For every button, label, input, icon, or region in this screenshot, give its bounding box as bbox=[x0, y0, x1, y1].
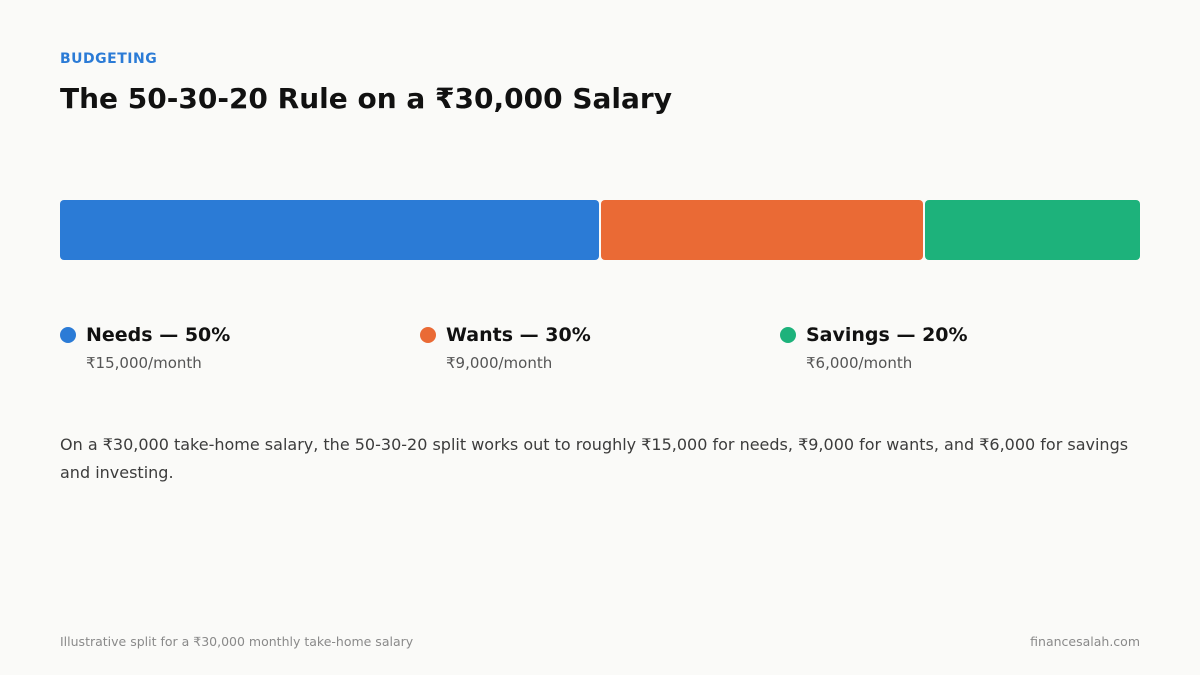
description-paragraph: On a ₹30,000 take-home salary, the 50-30… bbox=[60, 435, 1129, 482]
page-title: The 50-30-20 Rule on a ₹30,000 Salary bbox=[60, 82, 672, 115]
legend-amount-needs: ₹15,000/month bbox=[86, 354, 202, 372]
legend-dot-wants bbox=[420, 327, 436, 343]
legend-label-needs: Needs — 50% bbox=[86, 324, 231, 346]
footer-note: Illustrative split for a ₹30,000 monthly… bbox=[60, 634, 414, 649]
bar-segment-wants bbox=[601, 200, 923, 260]
legend-label-savings: Savings — 20% bbox=[806, 324, 968, 346]
legend-dot-needs bbox=[60, 327, 76, 343]
legend-amount-savings: ₹6,000/month bbox=[806, 354, 913, 372]
bar-segment-needs bbox=[60, 200, 599, 260]
bar-segment-savings bbox=[925, 200, 1140, 260]
legend-dot-savings bbox=[780, 327, 796, 343]
footer-source: financesalah.com bbox=[1030, 634, 1140, 649]
stacked-bar-chart bbox=[60, 200, 1140, 260]
legend-amount-wants: ₹9,000/month bbox=[446, 354, 553, 372]
legend-label-wants: Wants — 30% bbox=[446, 324, 591, 346]
eyebrow-label: BUDGETING bbox=[60, 51, 158, 67]
